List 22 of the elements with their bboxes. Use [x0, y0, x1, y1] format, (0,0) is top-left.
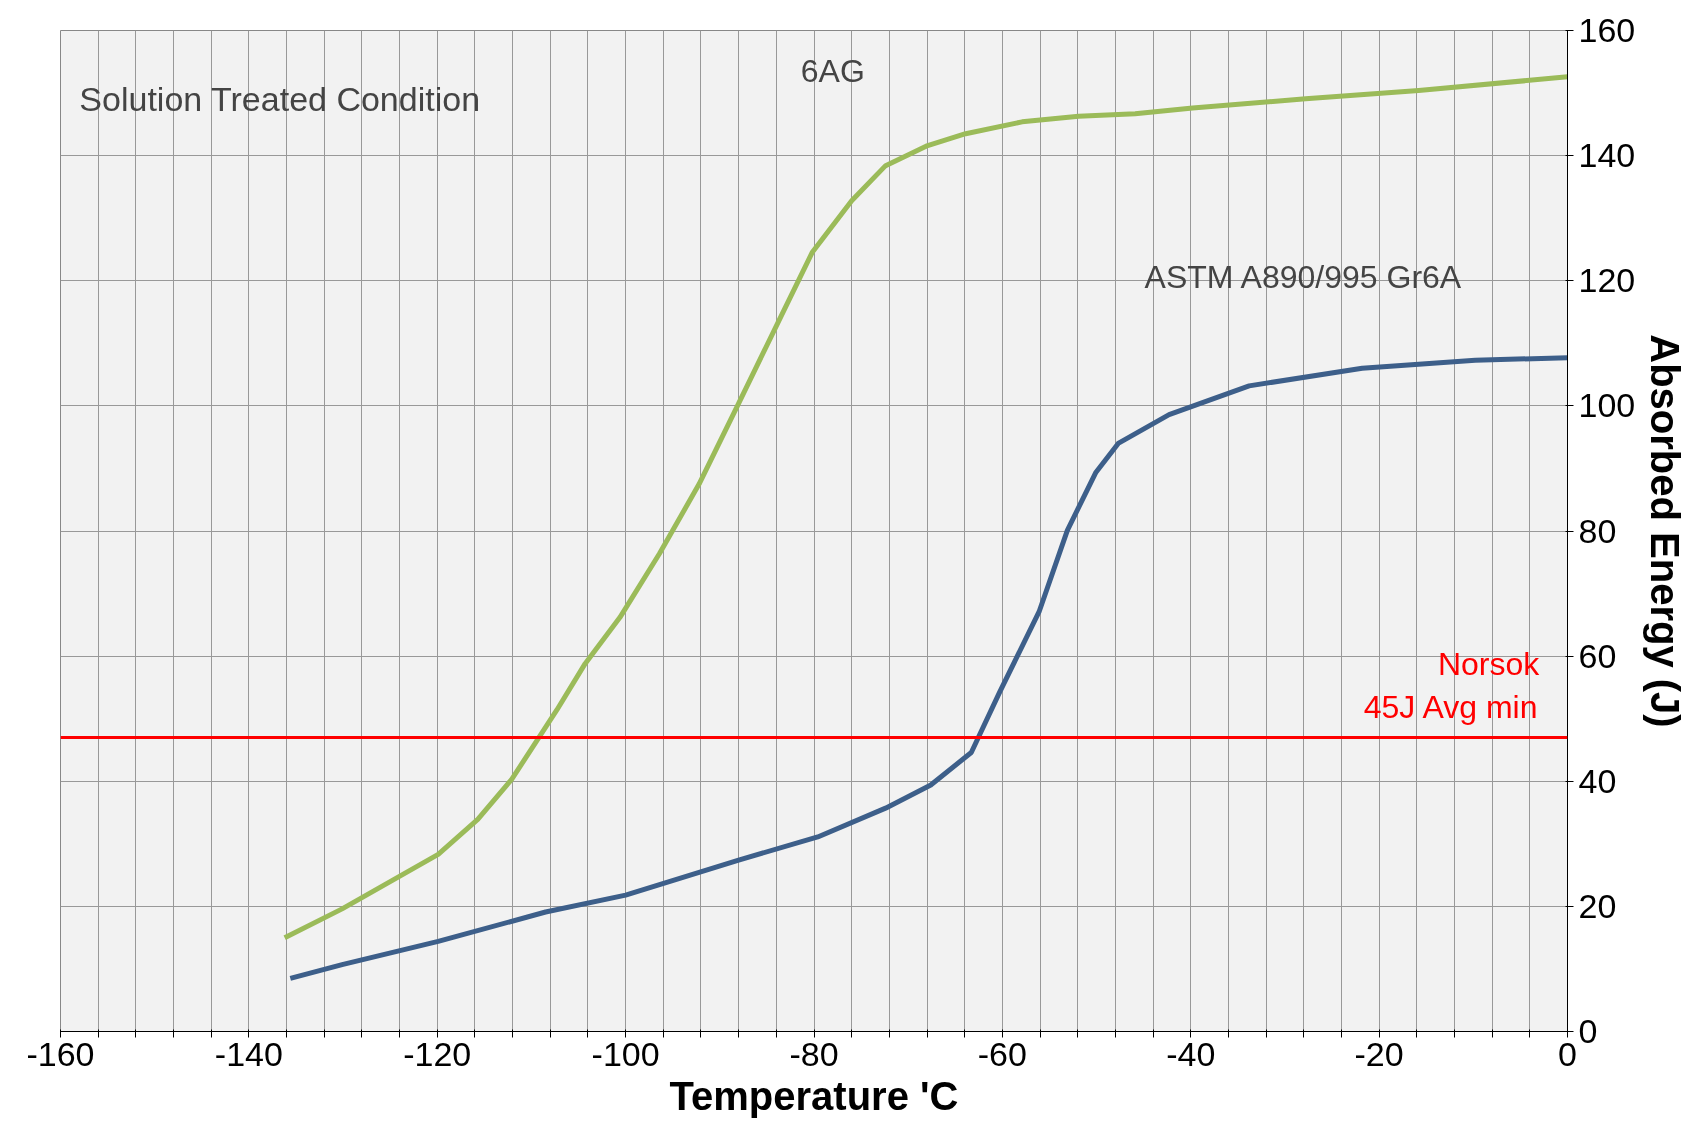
y-tick-label: 80 [1578, 511, 1617, 550]
x-tick-label: -80 [789, 1034, 839, 1073]
y-axis-title: Absorbed Energy (J) [1643, 334, 1688, 728]
y-tick-label: 40 [1578, 761, 1617, 800]
x-tick-label: -20 [1354, 1034, 1404, 1073]
annotation: Solution Treated Condition [79, 80, 481, 119]
x-tick-label: -160 [26, 1034, 95, 1073]
x-axis-title: Temperature 'C [669, 1073, 959, 1118]
y-tick-label: 60 [1578, 636, 1617, 675]
text: 6AG [800, 53, 865, 90]
ref-line-label: Norsok 45J Avg min [1363, 645, 1541, 725]
x-tick-label: -40 [1166, 1034, 1216, 1073]
x-tick-label: -100 [591, 1034, 660, 1073]
text: ASTM A890/995 Gr6A [1144, 259, 1462, 296]
y-tick-label: 100 [1578, 386, 1636, 425]
y-tick-label: 140 [1578, 136, 1636, 175]
x-tick-label: -60 [977, 1034, 1027, 1073]
y-tick-label: 20 [1578, 886, 1617, 925]
x-tick-label: -140 [214, 1034, 283, 1073]
y-tick-label: 160 [1578, 11, 1636, 49]
y-tick-label: 120 [1578, 261, 1636, 300]
x-tick-label: -120 [403, 1034, 472, 1073]
